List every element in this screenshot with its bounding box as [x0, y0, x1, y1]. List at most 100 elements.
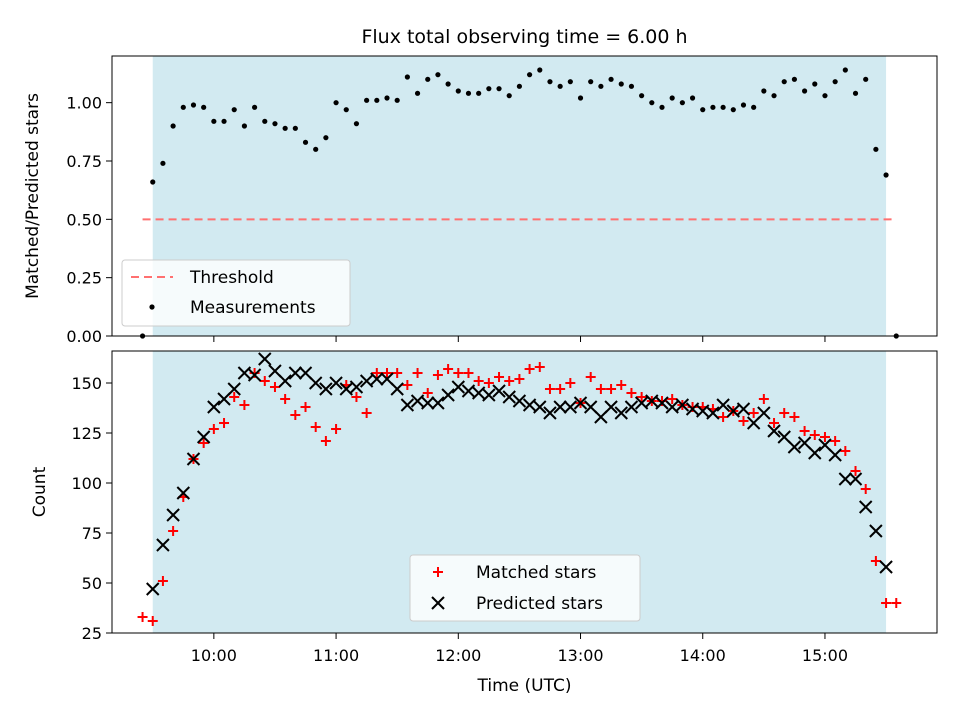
- predicted-star-point: [227, 382, 241, 396]
- measurement-point: [404, 74, 410, 80]
- predicted-star-point: [828, 448, 842, 462]
- predicted-star-point: [716, 398, 730, 412]
- predicted-star-point: [726, 404, 741, 418]
- predicted-star-point: [278, 374, 292, 388]
- matched-star-point: [504, 376, 515, 386]
- predicted-star-point: [797, 436, 812, 450]
- measurement-point: [526, 72, 533, 78]
- legend-threshold-label: Threshold: [189, 268, 274, 288]
- bottom-y-tick-label: 75: [82, 524, 102, 543]
- predicted-star-point: [308, 376, 323, 390]
- predicted-star-point: [634, 396, 649, 410]
- matched-star-point: [809, 430, 820, 440]
- predicted-star-point: [858, 500, 873, 514]
- matched-star-point: [361, 408, 372, 418]
- top-y-tick-label: 1.00: [66, 94, 102, 113]
- legend-matched-label: Matched stars: [476, 563, 596, 583]
- matched-star-point: [310, 422, 321, 432]
- predicted-star-point: [573, 396, 588, 410]
- predicted-star-point: [655, 396, 669, 410]
- measurement-point: [435, 72, 441, 78]
- measurement-point: [211, 118, 217, 124]
- matched-star-point: [280, 394, 291, 404]
- measurement-point: [180, 104, 186, 110]
- matched-star-point: [371, 368, 382, 378]
- predicted-star-point: [247, 368, 262, 382]
- matched-star-point: [769, 418, 780, 428]
- matched-star-point: [229, 392, 240, 402]
- predicted-star-point: [746, 416, 761, 430]
- measurement-point: [313, 146, 319, 152]
- predicted-star-point: [349, 380, 364, 394]
- predicted-star-point: [624, 400, 639, 414]
- measurement-point: [679, 100, 685, 106]
- predicted-star-point: [359, 374, 374, 388]
- matched-star-point: [616, 380, 627, 390]
- measurement-point: [669, 95, 675, 101]
- matched-star-point: [718, 412, 729, 422]
- measurement-point: [710, 104, 716, 110]
- matched-star-point: [565, 378, 576, 388]
- bottom-legend: Matched stars Predicted stars: [409, 554, 641, 622]
- predicted-star-point: [207, 400, 221, 414]
- matched-star-point: [269, 382, 280, 392]
- bottom-y-tick-label: 150: [71, 374, 102, 393]
- predicted-star-point: [675, 398, 690, 412]
- measurement-point: [577, 95, 584, 101]
- matched-star-point: [840, 446, 851, 456]
- matched-star-point: [137, 612, 148, 622]
- predicted-star-point: [421, 396, 435, 410]
- measurement-point: [618, 81, 624, 87]
- matched-star-point: [331, 424, 342, 434]
- measurement-point: [781, 79, 787, 85]
- predicted-star-point: [583, 400, 598, 414]
- predicted-star-point: [706, 406, 720, 420]
- measurement-point: [251, 104, 258, 110]
- matched-star-point: [544, 384, 555, 394]
- matched-star-point: [881, 598, 892, 608]
- matched-star-point: [219, 418, 230, 428]
- predicted-star-point: [512, 394, 527, 408]
- matched-star-point: [147, 616, 158, 626]
- predicted-star-point: [594, 410, 608, 424]
- matched-star-point: [870, 556, 881, 566]
- predicted-star-point: [533, 400, 547, 414]
- bottom-panel: 25 50 75 100 125 150 10:00 11:00 12:00 13:00 14:0…: [30, 350, 938, 696]
- measurement-point: [751, 104, 757, 110]
- legend-measurements-label: Measurements: [190, 298, 316, 318]
- matched-star-point: [585, 372, 596, 382]
- matched-star-point: [463, 368, 474, 378]
- measurement-point: [842, 67, 848, 73]
- predicted-star-point: [808, 446, 822, 460]
- measurement-point: [700, 107, 706, 113]
- measurement-point: [353, 121, 360, 127]
- x-axis-label: Time (UTC): [477, 676, 572, 696]
- measurement-point: [659, 104, 665, 110]
- predicted-star-point: [696, 404, 710, 418]
- measurement-point: [425, 76, 431, 82]
- measurement-point: [486, 86, 492, 92]
- measurement-point: [557, 83, 563, 89]
- predicted-star-point: [237, 366, 252, 380]
- bottom-plot-frame: [111, 350, 938, 634]
- matched-star-point: [494, 372, 505, 382]
- top-legend-box: [121, 259, 351, 327]
- bottom-legend-box: [409, 554, 641, 622]
- legend-matched-swatch: [433, 567, 443, 577]
- matched-star-point: [819, 432, 830, 442]
- x-tick-label: 11:00: [313, 646, 359, 665]
- matched-star-point: [382, 368, 392, 378]
- bottom-y-ticks: 25 50 75 100 125 150: [71, 374, 112, 643]
- top-y-tick-label: 0.00: [66, 327, 102, 346]
- matched-star-point: [514, 374, 525, 384]
- matched-star-point: [412, 368, 423, 378]
- legend-measurements-swatch: [149, 304, 155, 310]
- measurement-point: [231, 107, 237, 113]
- measurement-point: [761, 88, 767, 94]
- matched-star-point: [473, 376, 484, 386]
- matched-star-point: [168, 526, 179, 536]
- predicted-star-point: [492, 384, 506, 398]
- predicted-star-point: [614, 406, 628, 420]
- predicted-stars-points: [146, 352, 893, 596]
- top-y-ticks: 0.00 0.25 0.50 0.75 1.00: [66, 94, 112, 346]
